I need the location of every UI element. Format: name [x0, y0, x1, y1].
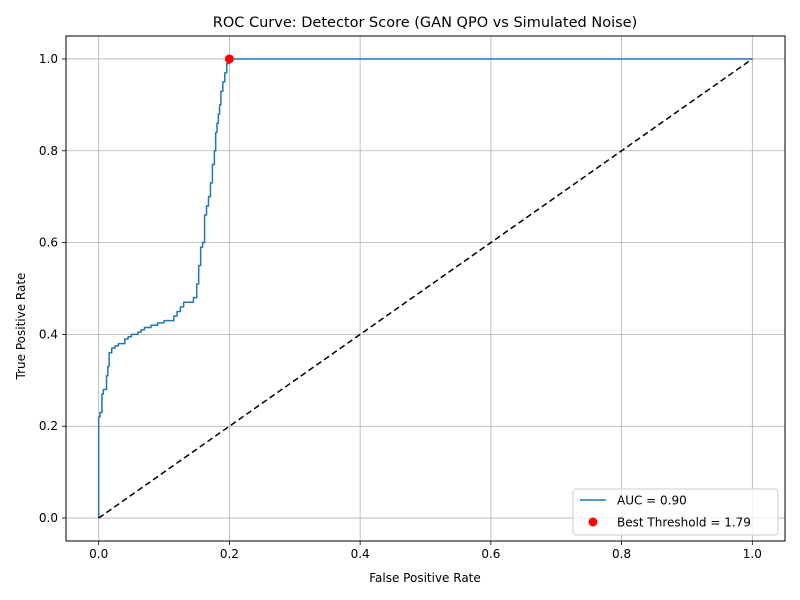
legend-label-threshold: Best Threshold = 1.79	[617, 516, 751, 530]
y-tick-label: 0.6	[39, 236, 58, 250]
x-axis-label: False Positive Rate	[369, 571, 481, 585]
grid	[66, 36, 785, 541]
axes-frame	[65, 35, 786, 542]
y-tick-label: 0.8	[39, 144, 58, 158]
x-tick-label: 0.2	[220, 547, 239, 561]
roc-curve-line	[97, 58, 753, 519]
x-tick-label: 0.0	[89, 547, 108, 561]
y-tick-label: 0.0	[39, 511, 58, 525]
y-tick-label: 0.2	[39, 419, 58, 433]
x-tick-label: 1.0	[743, 547, 762, 561]
legend-box	[572, 488, 779, 536]
x-tick-label: 0.4	[351, 547, 370, 561]
chart-title: ROC Curve: Detector Score (GAN QPO vs Si…	[213, 15, 637, 31]
chance-diagonal-line	[98, 58, 753, 519]
x-tick-label: 0.6	[481, 547, 500, 561]
legend-marker-swatch	[588, 517, 598, 527]
y-tick-label: 1.0	[39, 52, 58, 66]
y-axis-label: True Positive Rate	[14, 273, 28, 381]
plot-series	[97, 54, 753, 519]
x-tick-label: 0.8	[612, 547, 631, 561]
legend: AUC = 0.90 Best Threshold = 1.79	[572, 488, 779, 536]
axis-ticks: 0.0 0.2 0.4 0.6 0.8 1.0 0.0 0.2 0.4 0.6 0.8 1.0	[39, 52, 762, 561]
legend-label-auc: AUC = 0.90	[617, 494, 687, 508]
y-tick-label: 0.4	[39, 327, 58, 341]
best-threshold-point	[224, 54, 234, 64]
